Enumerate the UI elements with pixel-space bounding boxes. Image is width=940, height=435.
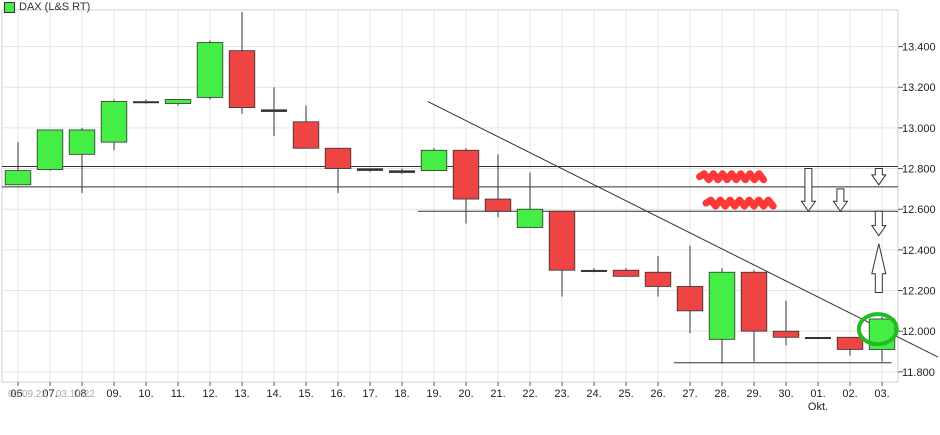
red-scribble — [696, 170, 768, 184]
candle-body-down — [324, 147, 352, 169]
candle-body-down — [452, 149, 480, 200]
down-arrow — [870, 210, 887, 237]
x-tick-label: 19. — [426, 388, 441, 400]
candle-body-up — [164, 99, 192, 104]
candle-body-down — [260, 109, 288, 112]
x-tick-label: 12. — [202, 388, 217, 400]
candle-body-down — [676, 286, 704, 312]
legend-label: DAX (L&S RT) — [19, 1, 91, 13]
candle-body-up — [36, 129, 64, 170]
x-tick-label: 06. — [10, 388, 25, 400]
x-tick-label: 26. — [650, 388, 665, 400]
y-tick-label: 12.200 — [902, 286, 936, 298]
x-tick-label: 24. — [586, 388, 601, 400]
x-tick-label: 23. — [554, 388, 569, 400]
x-tick-label: 22. — [522, 388, 537, 400]
down-arrow — [832, 188, 849, 213]
x-tick-label: 30. — [778, 388, 793, 400]
candle-body-up — [196, 42, 224, 98]
candle-body-up — [708, 271, 736, 340]
down-arrow — [870, 168, 887, 186]
y-tick-label: 12.400 — [902, 245, 936, 257]
x-tick-label: 15. — [298, 388, 313, 400]
x-tick-label: 01. — [810, 388, 825, 400]
candle-body-up — [580, 269, 608, 272]
candle-body-down — [612, 269, 640, 277]
y-tick-label: 12.000 — [902, 326, 936, 338]
candle-body-down — [644, 271, 672, 287]
candle-body-down — [228, 50, 256, 108]
x-tick-label: 16. — [330, 388, 345, 400]
x-tick-label: 21. — [490, 388, 505, 400]
x-tick-label: 13. — [234, 388, 249, 400]
x-tick-label: 02. — [842, 388, 857, 400]
chart-legend: DAX (L&S RT) — [4, 1, 90, 13]
legend-swatch — [4, 1, 15, 13]
candle-body-down — [356, 168, 384, 171]
green-circle-highlight — [856, 312, 899, 347]
x-tick-label: 03. — [874, 388, 889, 400]
x-tick-label: 27. — [682, 388, 697, 400]
y-axis: 11.800 12.000 12.200 12.400 12.600 12.800 13.0… — [898, 42, 936, 379]
annotations — [696, 168, 899, 347]
x-tick-label: 17. — [362, 388, 377, 400]
y-tick-label: 11.800 — [902, 367, 935, 379]
candle-body-up — [68, 129, 96, 155]
candle-body-down — [772, 330, 800, 338]
grid-layer — [1, 9, 899, 383]
x-tick-label: 14. — [266, 388, 281, 400]
candle-body-down — [836, 336, 864, 350]
candle-body-down — [292, 121, 320, 149]
x-tick-label: 09. — [106, 388, 121, 400]
candle-body-down — [548, 210, 576, 271]
down-arrow — [800, 168, 817, 213]
x-tick-label: 07. — [42, 388, 57, 400]
x-tick-label: 10. — [138, 388, 153, 400]
y-tick-label: 13.000 — [902, 123, 936, 135]
candle-body-up — [100, 101, 128, 143]
y-tick-label: 13.200 — [902, 82, 936, 94]
candle-body-down — [484, 198, 512, 212]
candle-body-up — [516, 208, 544, 228]
candle-body-down — [740, 271, 768, 332]
candle-body-up — [132, 101, 160, 104]
y-tick-label: 12.800 — [902, 164, 936, 176]
x-tick-label: 28. — [714, 388, 729, 400]
up-arrow — [871, 243, 887, 294]
red-scribble — [702, 196, 777, 210]
x-sublabel: Okt. — [808, 401, 828, 413]
reference-lines — [2, 101, 939, 364]
x-axis: 06. 07. 08. 09. 10. 11. 12. 13. 14. 15. 16. 17. 18. 1… — [10, 382, 890, 413]
x-tick-label: 29. — [746, 388, 761, 400]
y-tick-label: 13.400 — [902, 42, 936, 54]
x-tick-label: 11. — [171, 388, 185, 400]
candles — [4, 12, 896, 364]
y-tick-label: 12.600 — [902, 204, 936, 216]
candle-body-up — [420, 149, 448, 171]
candle-body-down — [388, 170, 416, 173]
date-range: 06.09.22 - 03.10.22 — [8, 389, 95, 400]
x-tick-label: 25. — [618, 388, 633, 400]
x-tick-label: 18. — [394, 388, 409, 400]
trend-line — [427, 101, 939, 358]
plot-frame — [1, 9, 899, 383]
candle-body-up — [4, 170, 32, 186]
candle-body-down — [804, 337, 832, 340]
x-tick-label: 20. — [458, 388, 473, 400]
x-tick-label: 08. — [74, 388, 89, 400]
